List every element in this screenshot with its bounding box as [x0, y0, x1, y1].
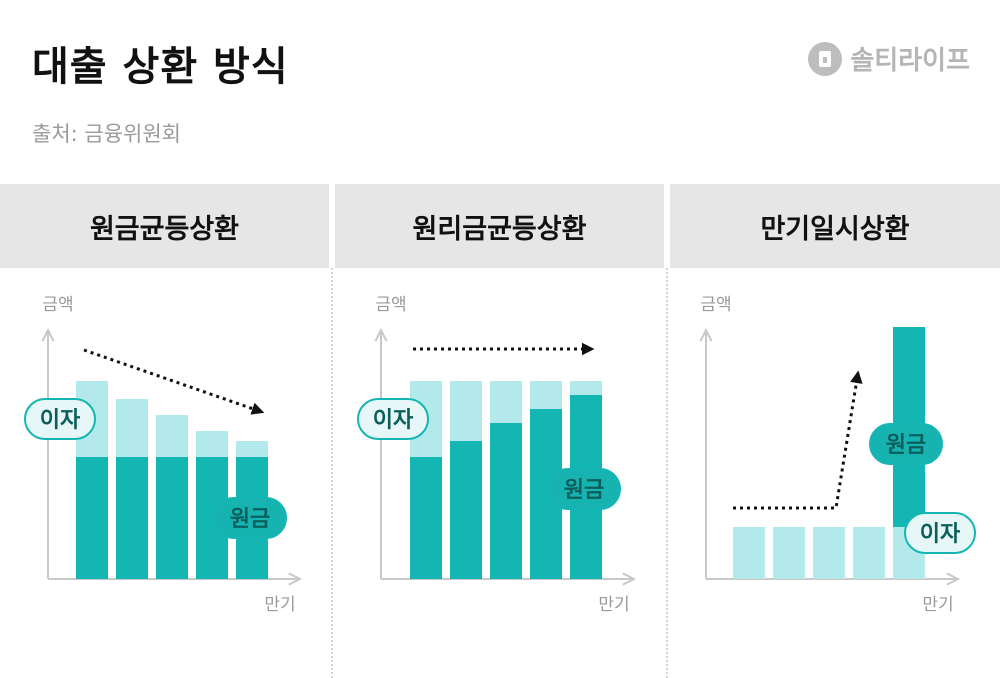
- bar-interest: [570, 381, 602, 395]
- page-title: 대출 상환 방식: [32, 44, 289, 90]
- panel-divider: [331, 268, 333, 678]
- lock-icon: [808, 41, 843, 76]
- bar-principal: [410, 457, 442, 579]
- bar-interest: [196, 431, 228, 457]
- x-axis-label: 만기: [922, 595, 953, 615]
- interest-label-bg: [24, 398, 96, 440]
- bar-interest: [853, 527, 885, 579]
- interest-label-text: 이자: [40, 408, 81, 433]
- panel-title-equal-principal: 원금균등상환: [0, 184, 329, 268]
- bar-principal: [490, 423, 522, 579]
- trend-arrow: [83, 348, 265, 415]
- x-axis-label: 만기: [264, 595, 295, 615]
- interest-label-text: 이자: [920, 522, 961, 547]
- principal-label-text: 원금: [886, 433, 926, 458]
- bar-interest: [773, 527, 805, 579]
- bar-principal: [156, 457, 188, 579]
- bar-interest: [236, 441, 268, 457]
- interest-label-bg: [904, 512, 976, 554]
- brand-logo: 솔티라이프: [808, 40, 970, 77]
- y-axis-label: 금액: [700, 295, 731, 315]
- y-axis-label: 금액: [42, 295, 73, 315]
- bar-interest: [813, 527, 845, 579]
- panel-title-equal-installment: 원리금균등상환: [335, 184, 664, 268]
- bar-principal: [450, 441, 482, 579]
- principal-label-text: 원금: [564, 478, 604, 503]
- principal-label-text: 원금: [230, 507, 270, 532]
- y-axis-label: 금액: [375, 295, 406, 315]
- interest-label-bg: [357, 398, 429, 440]
- bar-interest: [116, 399, 148, 457]
- panel-divider: [666, 268, 668, 678]
- principal-label-bg: [869, 423, 943, 465]
- trend-arrow: [733, 370, 863, 510]
- bar-interest: [530, 381, 562, 409]
- panel-title-bullet: 만기일시상환: [670, 184, 1000, 268]
- bar-interest: [156, 415, 188, 457]
- x-axis-label: 만기: [598, 595, 629, 615]
- principal-label-bg: [213, 497, 287, 539]
- bar-interest: [450, 381, 482, 441]
- interest-label-text: 이자: [373, 408, 414, 433]
- bar-principal: [76, 457, 108, 579]
- source-caption: 출처: 금융위원회: [32, 122, 181, 146]
- brand-name: 솔티라이프: [850, 46, 970, 76]
- bar-interest: [733, 527, 765, 579]
- bar-interest: [490, 381, 522, 423]
- principal-label-bg: [547, 468, 621, 510]
- bar-principal: [116, 457, 148, 579]
